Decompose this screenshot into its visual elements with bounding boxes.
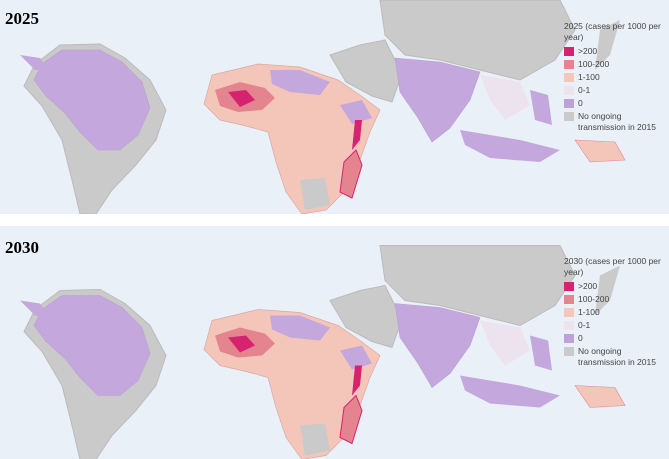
legend-swatch — [564, 308, 574, 317]
legend-swatch — [564, 47, 574, 56]
legend-item: 0-1 — [564, 85, 668, 96]
legend-item: >200 — [564, 281, 668, 292]
legend: 2030 (cases per 1000 per year) >200 100-2… — [564, 256, 668, 370]
legend-swatch — [564, 73, 574, 82]
legend-item: 0-1 — [564, 320, 668, 331]
panel-year: 2025 — [5, 9, 39, 28]
legend-label: >200 — [578, 281, 598, 291]
legend-swatch — [564, 295, 574, 304]
legend-swatch — [564, 112, 574, 121]
legend-label: 100-200 — [578, 294, 610, 304]
legend-swatch — [564, 60, 574, 69]
legend-label: 0-1 — [578, 85, 591, 95]
legend-label: 0 — [578, 98, 583, 108]
legend-label: 0 — [578, 333, 583, 343]
legend-title: 2025 (cases per 1000 per year) — [564, 21, 661, 42]
legend-item: No ongoing transmission in 2015 — [564, 346, 668, 368]
map-panel: 2025 2025 (cases per 1000 per year) >200… — [0, 0, 669, 214]
legend-item: 1-100 — [564, 72, 668, 83]
legend-swatch — [564, 347, 574, 356]
legend-item: 1-100 — [564, 307, 668, 318]
legend-swatch — [564, 321, 574, 330]
legend-item: 0 — [564, 333, 668, 344]
legend-item: 0 — [564, 98, 668, 109]
legend-swatch — [564, 99, 574, 108]
legend-label: >200 — [578, 46, 598, 56]
panel-year: 2030 — [5, 238, 39, 257]
legend-item: >200 — [564, 46, 668, 57]
map-panel: 2030 2030 (cases per 1000 per year) >200… — [0, 226, 669, 459]
legend: 2025 (cases per 1000 per year) >200 100-2… — [564, 21, 668, 135]
legend-label: 100-200 — [578, 59, 610, 69]
legend-label: No ongoing transmission in 2015 — [578, 346, 656, 367]
legend-label: 1-100 — [578, 307, 600, 317]
legend-item: 100-200 — [564, 294, 668, 305]
legend-title: 2030 (cases per 1000 per year) — [564, 256, 661, 277]
legend-swatch — [564, 282, 574, 291]
legend-label: 1-100 — [578, 72, 600, 82]
legend-item: No ongoing transmission in 2015 — [564, 111, 668, 133]
legend-item: 100-200 — [564, 59, 668, 70]
legend-label: No ongoing transmission in 2015 — [578, 111, 656, 132]
legend-swatch — [564, 334, 574, 343]
legend-label: 0-1 — [578, 320, 591, 330]
legend-swatch — [564, 86, 574, 95]
